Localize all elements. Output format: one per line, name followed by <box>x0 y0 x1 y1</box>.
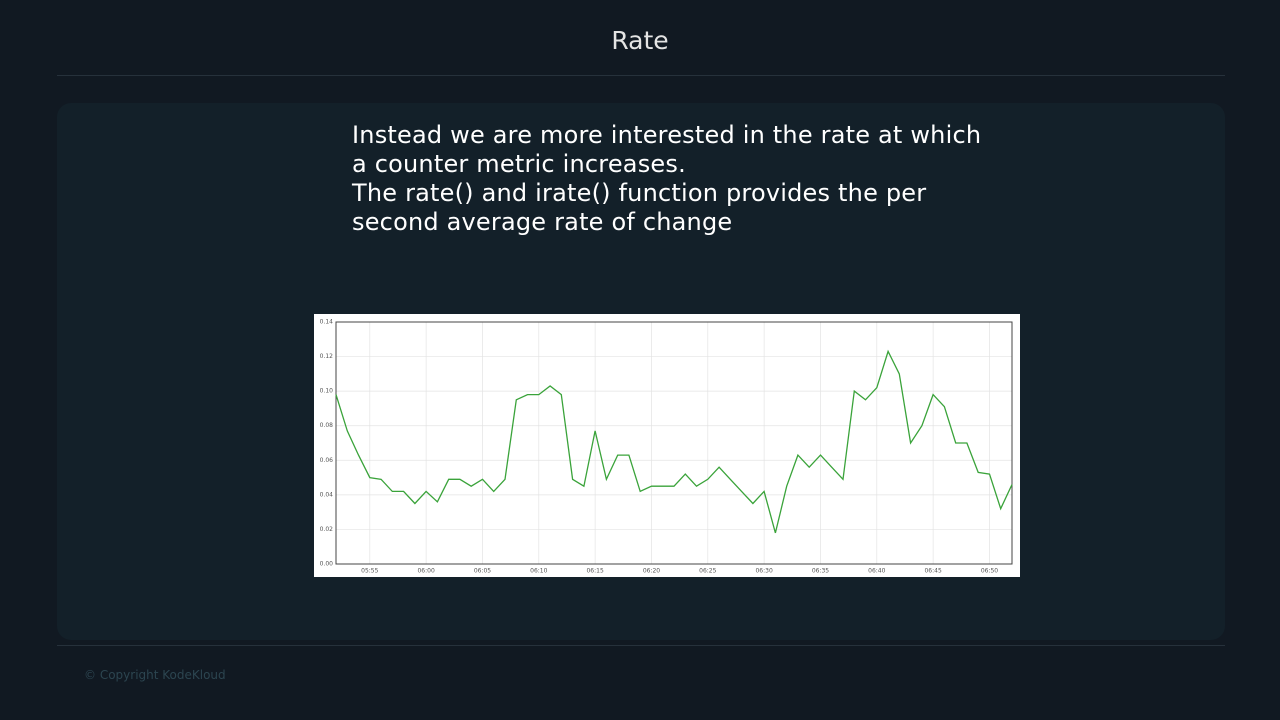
y-tick-label: 0.00 <box>320 561 334 568</box>
y-tick-label: 0.12 <box>320 353 334 360</box>
x-tick-label: 06:25 <box>699 568 716 575</box>
x-tick-label: 06:10 <box>530 568 547 575</box>
x-tick-label: 06:45 <box>924 568 941 575</box>
slide-title: Rate <box>611 26 669 55</box>
x-tick-label: 06:35 <box>812 568 829 575</box>
x-tick-label: 06:05 <box>474 568 491 575</box>
x-tick-label: 06:30 <box>755 568 772 575</box>
footer-rule <box>57 645 1225 646</box>
chart-background <box>314 314 1020 577</box>
x-tick-label: 06:50 <box>981 568 998 575</box>
y-tick-label: 0.10 <box>320 388 334 395</box>
x-tick-label: 05:55 <box>361 568 378 575</box>
y-tick-label: 0.14 <box>320 319 334 326</box>
x-tick-label: 06:40 <box>868 568 885 575</box>
x-tick-label: 06:20 <box>643 568 660 575</box>
y-tick-label: 0.04 <box>320 491 334 498</box>
y-tick-label: 0.02 <box>320 526 334 533</box>
text-line: Instead we are more interested in the ra… <box>352 121 982 149</box>
body-text: Instead we are more interested in the ra… <box>352 121 981 237</box>
data-line <box>335 349 1013 534</box>
chart: 0.00 0.02 0.04 0.06 0.08 0.10 0.12 0.14 05:55 06:… <box>314 314 1020 577</box>
y-tick-label: 0.08 <box>320 422 334 429</box>
text-line: The rate() and irate() function provides… <box>352 179 927 207</box>
plot-frame <box>335 321 1013 565</box>
copyright: © Copyright KodeKloud <box>84 668 226 682</box>
x-tick-label: 06:15 <box>586 568 603 575</box>
text-line: a counter metric increases. <box>352 150 686 178</box>
x-tick-label: 06:00 <box>417 568 434 575</box>
header-rule <box>57 75 1225 76</box>
text-line: second average rate of change <box>352 208 733 236</box>
y-tick-label: 0.06 <box>320 457 334 464</box>
